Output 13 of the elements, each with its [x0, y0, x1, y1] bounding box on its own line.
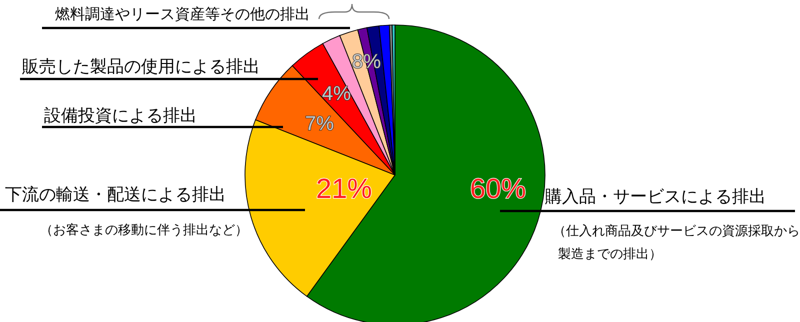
- slice-label: 購入品・サービスによる排出: [545, 187, 766, 207]
- data-label: 21%: [316, 173, 372, 204]
- data-label: 4%: [322, 83, 352, 105]
- data-label: 7%: [305, 113, 334, 135]
- text: 製造までの排出）: [558, 247, 662, 262]
- text: （仕入れ商品及びサービスの資源採取から: [553, 224, 800, 239]
- text: （お客さまの移動に伴う排出など）: [40, 222, 248, 238]
- slice-label: 下流の輸送・配送による排出: [5, 185, 226, 205]
- slice-label: 設備投資による排出: [44, 106, 197, 126]
- slice-label: 販売した製品の使用による排出: [22, 57, 260, 77]
- text: 8%: [352, 51, 382, 73]
- text: 燃料調達やリース資産等その他の排出: [55, 5, 310, 23]
- data-label: 60%: [470, 173, 526, 204]
